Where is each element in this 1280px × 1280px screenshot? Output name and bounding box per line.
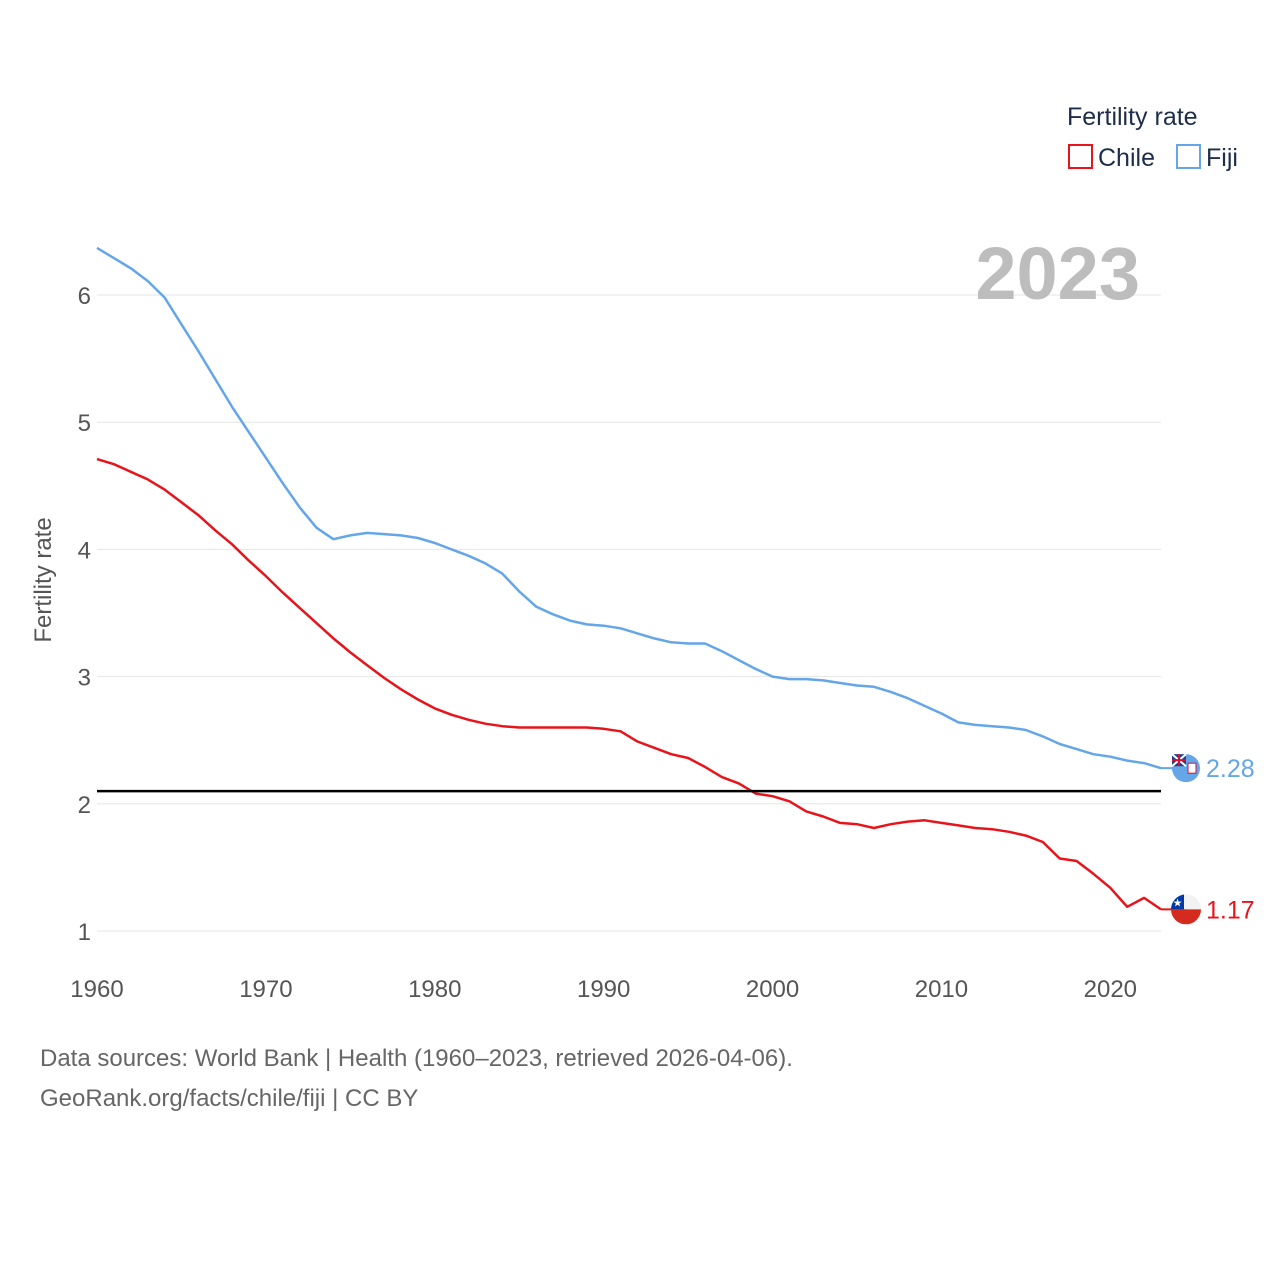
x-axis-ticks: 1960 1970 1980 1990 2000 2010 2020 — [70, 976, 1137, 1003]
legend-swatch-fiji[interactable] — [1176, 144, 1201, 169]
y-tick-label: 3 — [78, 665, 91, 692]
y-tick-label: 2 — [78, 792, 91, 819]
x-tick-label: 1990 — [577, 976, 630, 1003]
y-tick-label: 1 — [78, 919, 91, 946]
x-tick-label: 1980 — [408, 976, 461, 1003]
end-label-chile: 1.17 — [1206, 896, 1255, 924]
svg-text:★: ★ — [1173, 896, 1183, 909]
fiji-flag-icon — [1161, 753, 1200, 783]
x-tick-label: 2010 — [915, 976, 968, 1003]
series-layer — [96, 246, 1162, 911]
legend: Fertility rate Chile Fiji — [1067, 103, 1238, 172]
y-tick-label: 5 — [78, 410, 91, 437]
y-axis-ticks: 1 2 3 4 5 6 — [78, 283, 91, 946]
y-axis-title: Fertility rate — [30, 517, 57, 642]
y-tick-label: 4 — [78, 537, 91, 564]
legend-label-fiji[interactable]: Fiji — [1206, 144, 1238, 172]
x-tick-label: 1970 — [239, 976, 292, 1003]
legend-label-chile[interactable]: Chile — [1098, 144, 1155, 172]
series-line-chile — [96, 457, 1162, 911]
x-tick-label: 1960 — [70, 976, 123, 1003]
license-line: GeoRank.org/facts/chile/fiji | CC BY — [40, 1085, 419, 1112]
chile-flag-icon: ★ — [1161, 894, 1201, 925]
year-label: 2023 — [975, 232, 1140, 315]
x-tick-label: 2000 — [746, 976, 799, 1003]
end-label-fiji: 2.28 — [1206, 755, 1255, 783]
grid-lines — [97, 294, 1161, 932]
legend-swatch-chile[interactable] — [1068, 144, 1093, 169]
end-markers: 2.28 ★ 1.17 — [1161, 753, 1255, 925]
source-line: Data sources: World Bank | Health (1960–… — [40, 1045, 793, 1072]
line-chart: 1 2 3 4 5 6 1960 1970 1980 1990 2000 2010 2020 Fert… — [30, 103, 1255, 1003]
y-tick-label: 6 — [78, 283, 91, 310]
legend-title: Fertility rate — [1067, 103, 1198, 131]
x-tick-label: 2020 — [1084, 976, 1137, 1003]
series-line-fiji — [96, 246, 1162, 770]
